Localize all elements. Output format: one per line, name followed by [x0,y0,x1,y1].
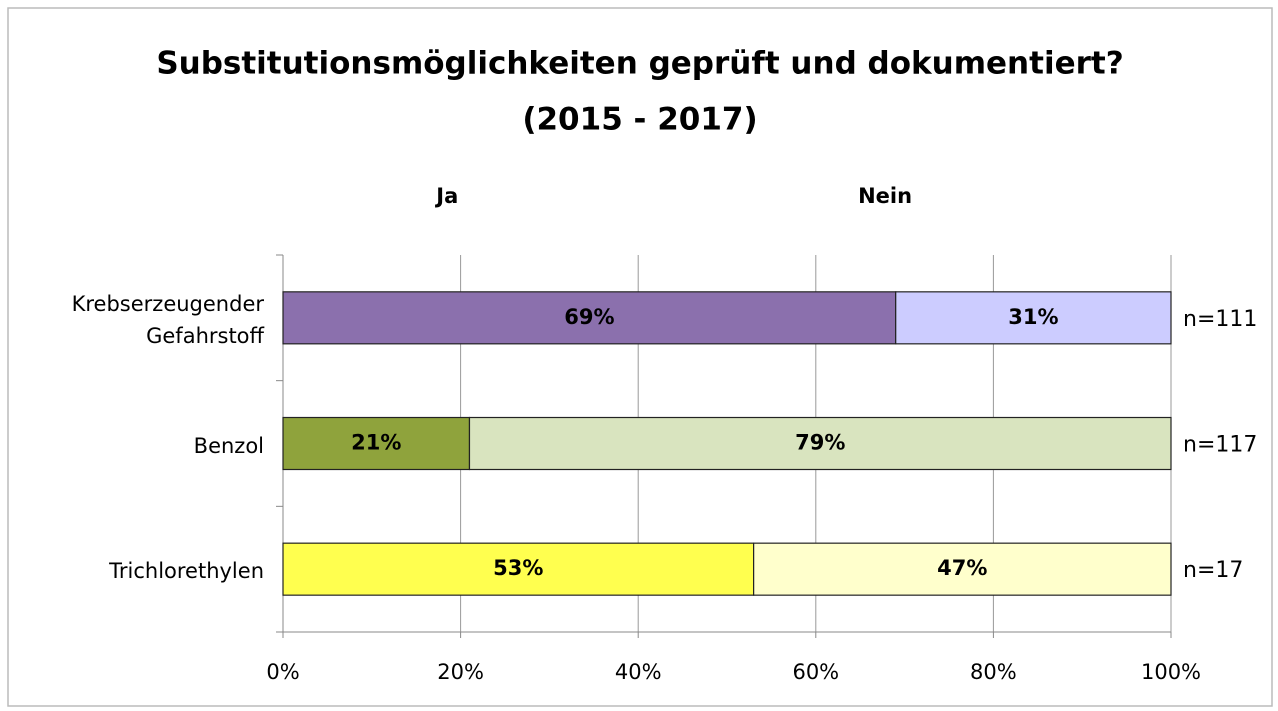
value-label: 79% [795,431,845,455]
sample-size: n=117 [1183,433,1257,458]
x-tick-label: 40% [615,660,662,684]
bar-segment [895,291,1172,345]
bar-segment [753,542,1172,596]
series-header: Nein [858,184,912,208]
chart-subtitle: (2015 - 2017) [522,102,757,138]
value-label: 69% [564,305,614,329]
series-header: Ja [434,184,458,208]
bar-segment [282,291,897,345]
x-tick-label: 100% [1141,660,1201,684]
chart-title: Substitutionsmöglichkeiten geprüft und d… [156,46,1123,82]
value-label: 21% [351,431,401,455]
bar-segment [282,542,755,596]
x-tick-label: 0% [266,660,299,684]
sample-size: n=17 [1183,558,1243,583]
x-tick-label: 80% [970,660,1017,684]
x-tick-label: 20% [437,660,484,684]
value-label: 31% [1008,305,1058,329]
value-label: 53% [493,556,543,580]
category-label: Trichlorethylen [109,559,264,584]
sample-size: n=111 [1183,307,1257,332]
category-label: Krebserzeugender Gefahrstoff [71,291,264,348]
value-label: 47% [937,556,987,580]
category-label: Benzol [193,433,264,458]
bar-segment [468,416,1172,471]
x-tick-label: 60% [792,660,839,684]
